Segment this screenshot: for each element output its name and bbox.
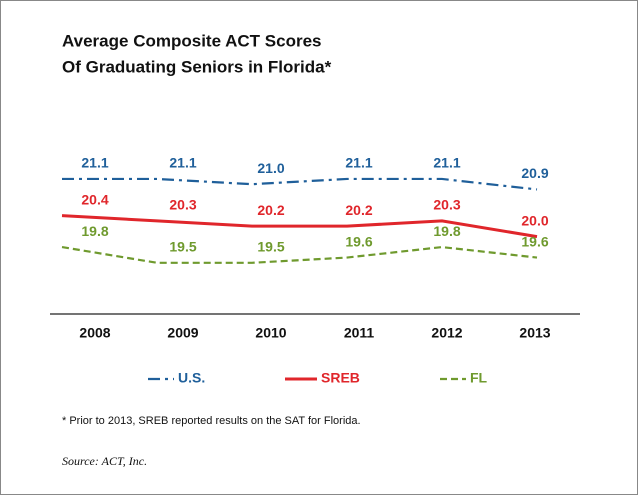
x-tick-label: 2010 bbox=[255, 325, 286, 341]
data-label: 20.2 bbox=[257, 202, 284, 218]
data-label: 20.3 bbox=[433, 197, 460, 213]
chart-title: Average Composite ACT Scores bbox=[62, 31, 321, 50]
data-label: 20.2 bbox=[345, 202, 372, 218]
x-tick-label: 2013 bbox=[519, 325, 550, 341]
source: Source: ACT, Inc. bbox=[62, 454, 147, 468]
legend-label: SREB bbox=[321, 370, 360, 386]
data-label: 21.1 bbox=[81, 155, 108, 171]
x-tick-label: 2011 bbox=[344, 325, 375, 341]
data-label: 20.0 bbox=[521, 212, 548, 228]
data-label: 20.3 bbox=[169, 197, 196, 213]
series-line bbox=[61, 245, 538, 264]
data-label: 21.1 bbox=[433, 155, 460, 171]
data-label: 20.4 bbox=[81, 191, 108, 207]
data-label: 19.6 bbox=[345, 233, 372, 249]
x-tick-label: 2009 bbox=[167, 325, 198, 341]
series-line bbox=[61, 214, 538, 239]
data-label: 19.8 bbox=[433, 223, 460, 239]
chart-title: Of Graduating Seniors in Florida* bbox=[62, 57, 332, 76]
data-label: 19.8 bbox=[81, 223, 108, 239]
data-label: 19.6 bbox=[521, 233, 548, 249]
data-label: 19.5 bbox=[257, 239, 284, 255]
data-label: 19.5 bbox=[169, 239, 196, 255]
footnote: * Prior to 2013, SREB reported results o… bbox=[62, 415, 361, 427]
data-label: 20.9 bbox=[521, 165, 548, 181]
x-tick-label: 2012 bbox=[431, 325, 462, 341]
legend-label: U.S. bbox=[178, 370, 205, 386]
data-label: 21.1 bbox=[345, 155, 372, 171]
data-label: 21.1 bbox=[169, 155, 196, 171]
x-tick-label: 2008 bbox=[79, 325, 110, 341]
legend-label: FL bbox=[470, 370, 488, 386]
series-line bbox=[62, 177, 538, 191]
data-label: 21.0 bbox=[257, 160, 284, 176]
